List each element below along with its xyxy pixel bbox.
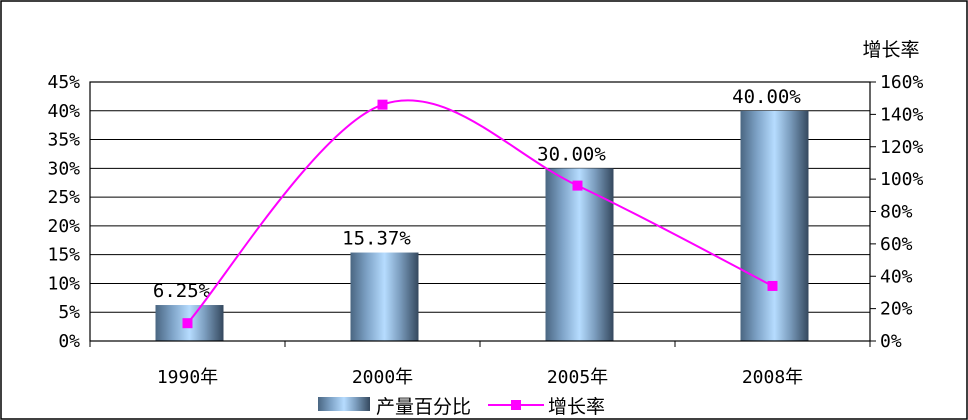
left-tick-label: 20% — [47, 216, 80, 237]
right-tick-label: 0% — [880, 331, 902, 352]
right-tick-label: 80% — [880, 202, 913, 223]
bar-data-label: 40.00% — [732, 86, 801, 108]
growth-point — [377, 99, 388, 110]
bar — [350, 252, 419, 341]
bar-labels: 6.25% 15.37% 30.00% 40.00% — [153, 86, 801, 302]
growth-line — [182, 99, 778, 329]
bar — [545, 168, 614, 341]
left-tick-label: 45% — [47, 72, 80, 93]
left-tick-label: 35% — [47, 130, 80, 151]
growth-point — [572, 180, 583, 191]
left-tick-label: 30% — [47, 158, 80, 179]
left-tick-label: 0% — [58, 331, 80, 352]
growth-point — [767, 280, 778, 291]
right-tick-label: 60% — [880, 234, 913, 255]
x-tick-label: 1990年 — [157, 367, 218, 388]
x-tick-label: 2000年 — [352, 367, 413, 388]
x-tick-label: 2008年 — [742, 367, 803, 388]
left-tick-label: 15% — [47, 245, 80, 266]
growth-point — [182, 318, 193, 329]
legend-line-label: 增长率 — [548, 396, 605, 418]
bar-data-label: 6.25% — [153, 280, 211, 302]
right-tick-label: 20% — [880, 299, 913, 320]
growth-line-path — [186, 99, 773, 324]
legend-bar-label: 产量百分比 — [376, 396, 471, 418]
right-tick-label: 40% — [880, 266, 913, 287]
left-tick-label: 5% — [58, 302, 80, 323]
bar-data-label: 30.00% — [537, 143, 606, 165]
left-tick-label: 10% — [47, 273, 80, 294]
right-axis-ticks: 0% 20% 40% 60% 80% 100% 120% 140% 160% — [870, 72, 924, 352]
right-tick-label: 160% — [880, 72, 924, 93]
left-axis-ticks: 0% 5% 10% 15% 20% 25% 30% 35% 40% 45% — [47, 72, 80, 352]
left-tick-label: 25% — [47, 187, 80, 208]
bar-data-label: 15.37% — [342, 228, 411, 250]
legend-line-marker — [511, 400, 521, 410]
bars — [155, 110, 809, 342]
right-axis-title: 增长率 — [862, 39, 919, 61]
right-tick-label: 120% — [880, 137, 924, 158]
right-tick-label: 140% — [880, 104, 924, 125]
legend-bar-swatch — [318, 397, 370, 411]
x-axis-ticks: 1990年 2000年 2005年 2008年 — [89, 341, 871, 388]
x-tick-label: 2005年 — [547, 367, 608, 388]
legend: 产量百分比 增长率 — [318, 396, 605, 418]
bar — [740, 110, 809, 342]
left-tick-label: 40% — [47, 101, 80, 122]
right-tick-label: 100% — [880, 169, 924, 190]
